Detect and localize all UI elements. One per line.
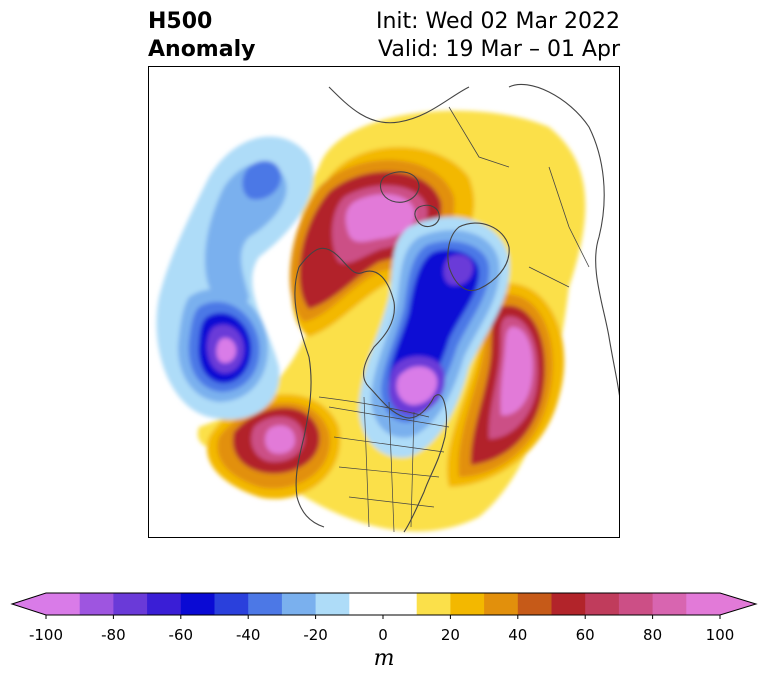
init-time: Init: Wed 02 Mar 2022 — [375, 9, 620, 34]
colorbar-tick-label: 60 — [575, 626, 595, 644]
colorbar-segment — [281, 593, 317, 615]
colorbar-segment — [147, 593, 182, 615]
negative-anomaly-ring-pacific-north-40 — [242, 160, 281, 200]
country-borders — [318, 106, 590, 418]
colorbar-segment — [46, 593, 81, 615]
colorbar-segment — [349, 593, 418, 615]
anomaly-map — [156, 83, 619, 533]
colorbar-tick-label: -20 — [303, 626, 328, 644]
colorbar-extend-low — [12, 593, 46, 615]
colorbar-extend-high — [720, 593, 756, 615]
negative-anomaly-core-greenland — [443, 254, 474, 286]
eurasia-coastline — [328, 83, 619, 396]
colorbar-segments — [10, 592, 758, 616]
colorbar-segment — [686, 593, 721, 615]
colorbar-ticks — [45, 615, 721, 619]
us-state-borders — [328, 396, 450, 533]
colorbar-segment — [248, 593, 283, 615]
north-america-coastline — [294, 247, 447, 533]
colorbar-segment — [652, 593, 687, 615]
greenland-coastline — [447, 222, 510, 291]
colorbar-segment — [551, 593, 586, 615]
colorbar-tick-label: 80 — [643, 626, 663, 644]
map-outlines — [294, 83, 619, 533]
title-right: Init: Wed 02 Mar 2022 Valid: 19 Mar – 01… — [376, 8, 620, 64]
positive-anomaly-core-north — [345, 194, 416, 242]
colorbar-segment — [450, 593, 485, 615]
negative-anomaly-core-pacific — [216, 337, 237, 363]
colorbar-tick-label: -80 — [101, 626, 126, 644]
colorbar-segment — [180, 593, 215, 615]
negative-anomaly-ring-pacific-30 — [204, 163, 287, 308]
positive-anomaly-core-west — [265, 425, 296, 454]
positive-anomaly-core-east — [500, 326, 533, 416]
colorbar-tick-label: 100 — [705, 626, 735, 644]
colorbar-tick-label: 40 — [508, 626, 528, 644]
colorbar-tick-label: 0 — [378, 626, 388, 644]
colorbar-segment — [315, 593, 350, 615]
title-field: Anomaly — [148, 37, 256, 62]
colorbar-segment — [484, 593, 519, 615]
colorbar-segment — [585, 593, 620, 615]
colorbar-tick-label: 20 — [440, 626, 460, 644]
arctic-islands-coastline — [380, 171, 440, 228]
title-left: H500 Anomaly — [148, 8, 255, 64]
valid-period: Valid: 19 Mar – 01 Apr — [378, 37, 620, 62]
colorbar — [10, 592, 758, 619]
colorbar-tick-label: -40 — [235, 626, 261, 644]
colorbar-segment — [416, 593, 451, 615]
colorbar-tick-label: -100 — [28, 626, 64, 644]
colorbar-segment — [517, 593, 552, 615]
colorbar-segment — [214, 593, 249, 615]
colorbar-tick-label: -60 — [168, 626, 194, 644]
negative-anomaly-core-hudson — [396, 366, 438, 405]
colorbar-unit-label: m — [373, 646, 395, 671]
colorbar-segment — [113, 593, 148, 615]
map-panel — [148, 66, 620, 538]
colorbar-segment — [618, 593, 654, 615]
title-variable: H500 — [148, 9, 213, 34]
colorbar-segment — [79, 593, 114, 615]
